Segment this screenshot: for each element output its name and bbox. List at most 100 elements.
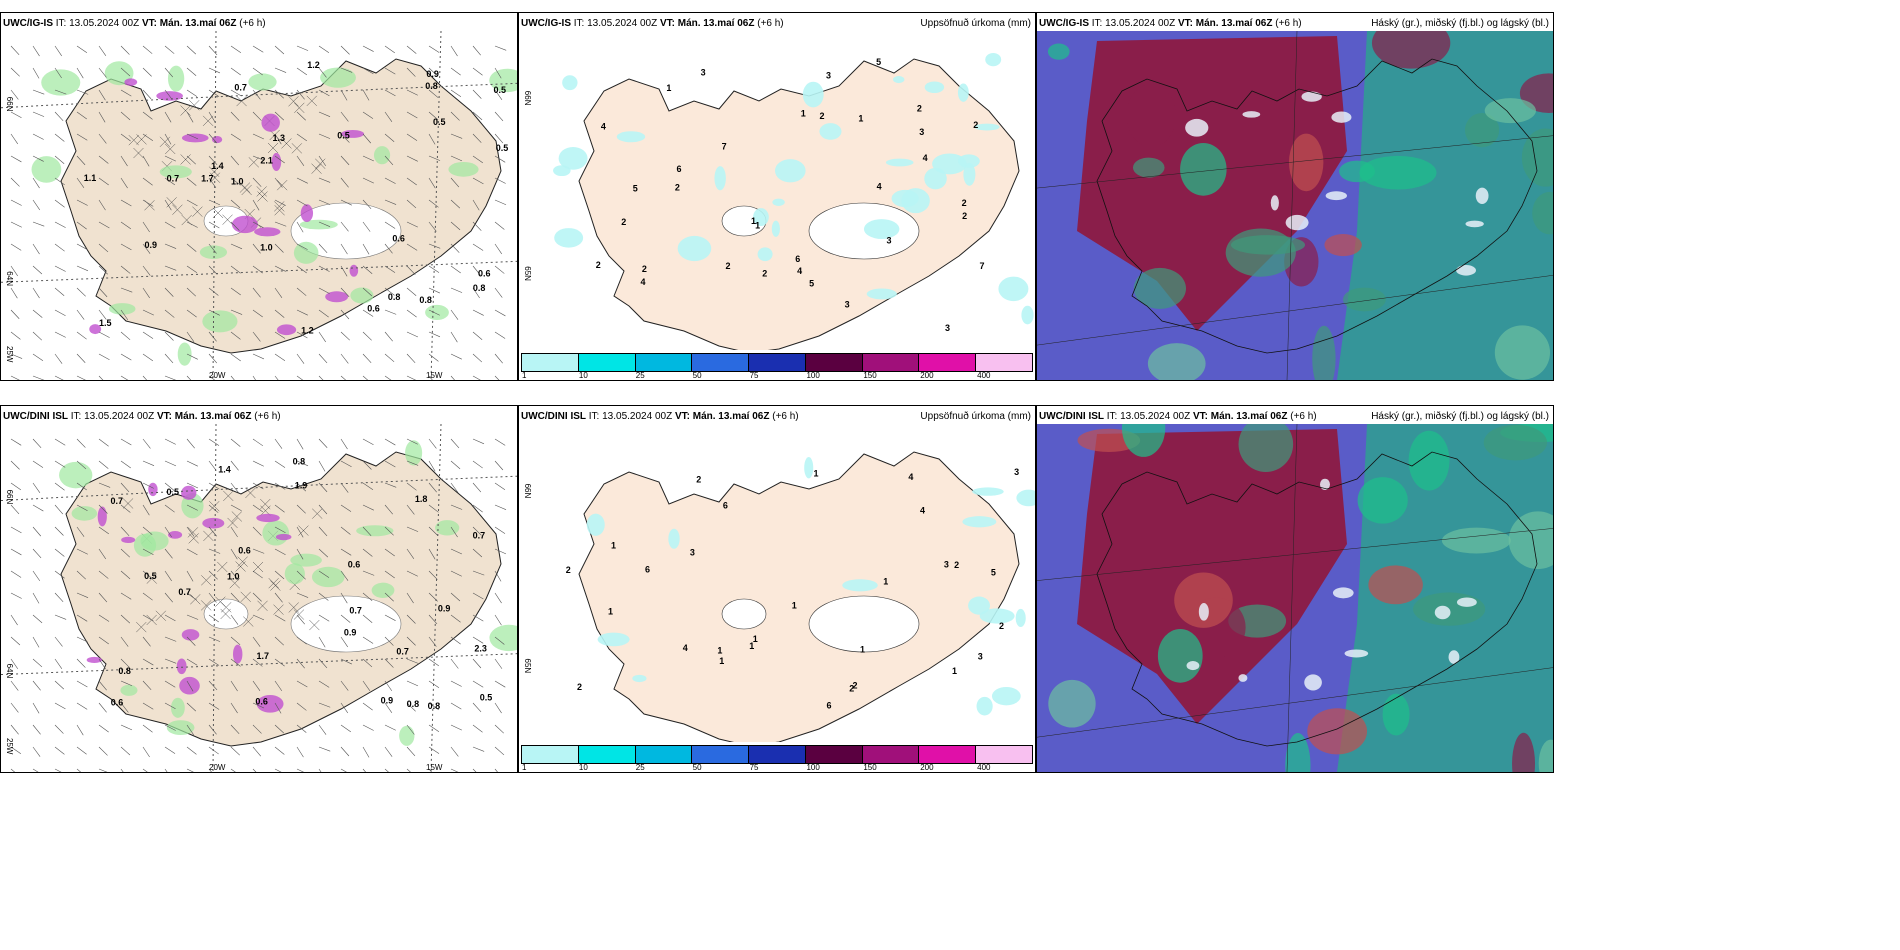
precip-value-label: 4 (920, 505, 925, 515)
wind-barb (428, 89, 439, 98)
wind-value-label: 0.5 (433, 117, 446, 127)
wind-barb (186, 67, 197, 77)
wind-barb (406, 504, 415, 515)
axis-label-66n: 66N (5, 490, 14, 505)
precip-area (299, 219, 338, 230)
wind-barb (208, 702, 220, 710)
heavy-precip-area (86, 656, 103, 664)
wind-barb (76, 177, 85, 188)
hatch-mark (187, 527, 199, 538)
wind-barb (76, 353, 86, 363)
wind-barb (362, 724, 374, 731)
wind-barb (472, 724, 483, 733)
wind-barb (54, 89, 67, 95)
wind-barb (450, 243, 460, 253)
wind-barb (32, 45, 40, 57)
precip-value-label: 1 (719, 656, 724, 666)
wind-barb (296, 482, 307, 492)
wind-barb (450, 724, 462, 731)
wind-value-label: 1.0 (231, 177, 244, 187)
precip-value-label: 2 (849, 684, 854, 694)
wind-barb (450, 482, 459, 493)
wind-barb (296, 155, 305, 166)
wind-barb (10, 680, 19, 691)
hatch-mark (288, 96, 299, 107)
wind-barb (186, 331, 195, 342)
wind-barb (54, 592, 64, 603)
wind-barb (296, 614, 305, 625)
wind-barb (318, 526, 328, 537)
heavy-precip-area (261, 113, 280, 132)
wind-barb (450, 111, 460, 121)
wind-barb (252, 724, 262, 734)
cloud-patch (1180, 142, 1227, 196)
wind-barb (428, 504, 439, 513)
iceland-land (60, 451, 502, 747)
wind-barb (164, 592, 173, 603)
heavy-precip-area (256, 695, 284, 713)
cloud-patch (1484, 98, 1536, 124)
hatch-mark (298, 525, 309, 536)
wind-barb (164, 375, 177, 380)
wind-barb (340, 570, 349, 581)
wind-barb (98, 67, 107, 78)
low-cloud-patch (1185, 118, 1209, 137)
hatch-mark (208, 166, 220, 177)
wind-barb (428, 482, 437, 493)
wind-barb (98, 155, 109, 164)
wind-barb (384, 353, 395, 363)
hatch-mark (236, 95, 247, 107)
wind-barb (406, 548, 415, 560)
wind-barb (252, 768, 257, 772)
precip-value-label: 5 (876, 57, 881, 67)
wind-barb (76, 133, 88, 141)
wind-barb (494, 592, 502, 604)
precip-area (170, 697, 185, 718)
colorbar-tick: 100 (806, 371, 820, 380)
wind-barb (98, 199, 106, 211)
wind-barb (10, 504, 20, 515)
wind-barb (230, 243, 243, 250)
precip-value-label: 2 (954, 560, 959, 570)
wind-barb (406, 67, 416, 77)
wind-barb (450, 331, 458, 343)
wind-barb (406, 592, 414, 604)
wind-barb (230, 309, 243, 315)
heavy-precip-area (300, 204, 314, 223)
wind-barb (472, 45, 481, 56)
colorbar-segment (805, 354, 863, 371)
wind-barb (428, 460, 436, 472)
axis-label-65n: 65N (523, 659, 532, 674)
wind-barb (186, 592, 197, 601)
wind-barb (296, 243, 308, 250)
cloud-patch (1464, 113, 1500, 148)
wind-barb (142, 746, 150, 758)
wind-barb (450, 177, 460, 188)
glacier (808, 595, 920, 653)
wind-barb (32, 155, 44, 162)
hatch-mark (257, 191, 268, 202)
wind-barb (120, 658, 130, 668)
wind-barb (450, 526, 458, 538)
latitude-line (1, 475, 517, 502)
hatch-mark (252, 561, 264, 573)
wind-barb (186, 724, 194, 736)
wind-barb (450, 702, 462, 710)
wind-barb (230, 353, 241, 362)
wind-barb (384, 614, 396, 621)
wind-barb (428, 155, 441, 161)
wind-barb (406, 199, 417, 209)
colorbar-tick: 50 (692, 371, 702, 380)
wind-barb (208, 592, 217, 603)
heavy-precip-area (202, 517, 225, 529)
wind-barb (274, 614, 286, 622)
wind-value-label: 0.5 (480, 692, 493, 702)
wind-barb (164, 746, 176, 754)
wind-barb (406, 614, 416, 624)
wind-barb (54, 287, 65, 296)
cloud-map (1037, 424, 1553, 772)
wind-barb (384, 89, 396, 97)
wind-barb (406, 177, 417, 186)
wind-barb (318, 375, 324, 380)
wind-barb (252, 504, 263, 513)
